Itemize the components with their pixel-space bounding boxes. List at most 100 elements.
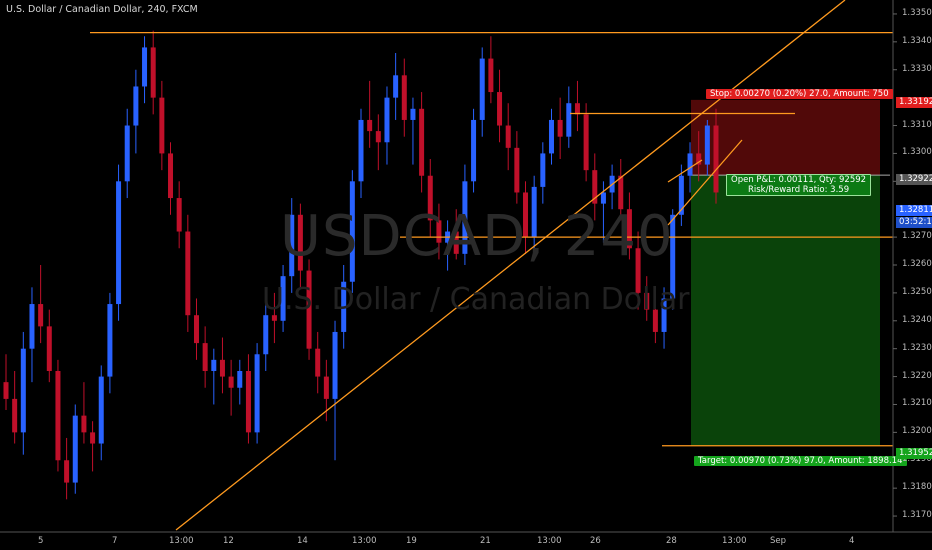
candle-body: [358, 119, 364, 182]
candle-body: [427, 175, 433, 221]
price-tick-label: 1.32400: [902, 314, 932, 325]
trendlines[interactable]: [175, 0, 846, 531]
candle-body: [644, 292, 650, 310]
stop-label[interactable]: Stop: 0.00270 (0.20%) 27.0, Amount: 750: [706, 89, 893, 99]
trendline[interactable]: [667, 139, 743, 226]
candle-body: [393, 75, 399, 98]
candle-body: [228, 376, 234, 388]
candle-body: [523, 192, 529, 238]
candle-body: [98, 376, 104, 444]
candle-body: [280, 276, 286, 321]
time-tick-label: 21: [480, 536, 491, 546]
candle-body: [245, 371, 251, 433]
candle-body: [375, 131, 381, 143]
candle-body: [254, 354, 260, 433]
price-tick-label: 1.33400: [902, 35, 932, 46]
candle-body: [168, 153, 174, 199]
time-tick-label: Sep: [770, 536, 787, 546]
candle-body: [652, 309, 658, 332]
candle-body: [271, 315, 277, 321]
price-tick-label: 1.33100: [902, 119, 932, 130]
time-tick-label: 4: [849, 536, 855, 546]
candle-body: [3, 382, 9, 399]
time-tick-label: 13:00: [537, 536, 562, 546]
candle-body: [661, 298, 667, 332]
candle-body: [462, 181, 468, 254]
time-tick-label: 7: [112, 536, 118, 546]
horizontal-levels[interactable]: [90, 31, 893, 447]
candle-body: [574, 103, 580, 115]
candle-body: [618, 175, 624, 210]
candle-body: [583, 114, 589, 171]
candle-body: [548, 119, 554, 154]
pnl-line-1: Open P&L: 0.00111, Qty: 92592: [731, 175, 867, 185]
price-tick-label: 1.33500: [902, 7, 932, 18]
target-label[interactable]: Target: 0.00970 (0.73%) 97.0, Amount: 18…: [694, 456, 907, 466]
candle-body: [600, 192, 606, 204]
candle-body: [64, 460, 70, 483]
candle-body: [159, 97, 165, 154]
trendline[interactable]: [175, 0, 846, 531]
countdown-tag: 03:52:15: [896, 217, 932, 228]
candle-body: [219, 359, 225, 377]
candle-body: [471, 119, 477, 182]
watermark-symbol: USDCAD, 240: [280, 204, 674, 269]
time-tick-label: 13:00: [722, 536, 747, 546]
entry-price-tag: 1.32922: [896, 174, 932, 185]
target-zone[interactable]: [691, 175, 880, 446]
price-tick-label: 1.33000: [902, 147, 932, 158]
candle-body: [531, 186, 537, 238]
price-tick-label: 1.32200: [902, 370, 932, 381]
candle-body: [12, 398, 18, 433]
time-tick-label: 28: [666, 536, 677, 546]
target-price-tag: 1.31952: [896, 448, 932, 459]
pnl-line-2: Risk/Reward Ratio: 3.59: [747, 185, 850, 195]
candle-body: [107, 304, 113, 377]
candle-body: [479, 58, 485, 120]
candle-body: [193, 315, 199, 344]
candle-body: [626, 209, 632, 249]
candle-body: [410, 108, 416, 120]
price-tick-label: 1.32700: [902, 231, 932, 242]
time-tick-label: 5: [38, 536, 44, 546]
price-tick-label: 1.31800: [902, 482, 932, 493]
axes: [0, 0, 932, 533]
candle-body: [713, 125, 719, 193]
candle-body: [453, 231, 459, 254]
price-tick-label: 1.31900: [902, 454, 932, 465]
stop-zone[interactable]: [691, 99, 880, 176]
candle-body: [81, 415, 87, 433]
candle-body: [635, 248, 641, 293]
chart-title: U.S. Dollar / Canadian Dollar, 240, FXCM: [6, 4, 198, 15]
price-tick-label: 1.32000: [902, 426, 932, 437]
last-price-tag: 1.32811: [896, 205, 932, 216]
candle-body: [297, 214, 303, 271]
time-tick-label: 12: [223, 536, 234, 546]
candle-body: [133, 86, 139, 126]
candle-body: [505, 125, 511, 148]
candle-body: [566, 103, 572, 137]
candle-body: [557, 119, 563, 137]
candle-body: [514, 147, 520, 193]
time-tick-label: 19: [406, 536, 417, 546]
position-zones: [691, 99, 890, 446]
candle-body: [704, 125, 710, 165]
time-tick-label: 14: [297, 536, 308, 546]
candle-body: [687, 153, 693, 176]
candle-body: [341, 281, 347, 332]
price-tick-label: 1.32300: [902, 342, 932, 353]
candle-body: [497, 92, 503, 126]
pnl-label[interactable]: Open P&L: 0.00111, Qty: 92592 Risk/Rewar…: [726, 174, 872, 196]
time-tick-label: 26: [590, 536, 601, 546]
candle-body: [436, 220, 442, 243]
candle-body: [349, 181, 355, 282]
candle-body: [237, 371, 243, 388]
candle-body: [72, 415, 78, 483]
price-tick-label: 1.32500: [902, 286, 932, 297]
candle-body: [306, 270, 312, 349]
trendline[interactable]: [667, 159, 703, 183]
candle-body: [263, 315, 269, 355]
candle-body: [55, 371, 61, 461]
candle-body: [142, 47, 148, 87]
